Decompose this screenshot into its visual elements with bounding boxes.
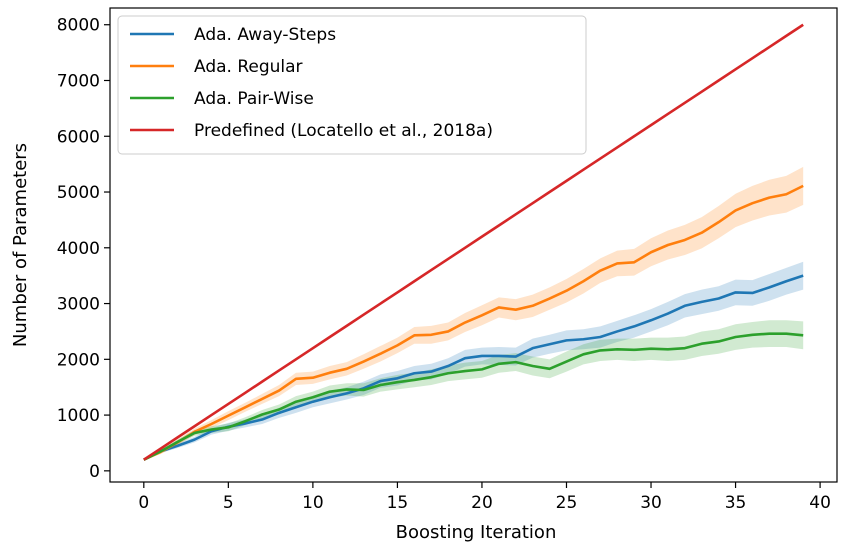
- x-tick-label: 30: [640, 493, 662, 513]
- series-band-0: [143, 261, 804, 460]
- series-line-1: [143, 184, 804, 461]
- legend-label-3: Predefined (Locatello et al., 2018a): [194, 121, 493, 141]
- y-tick-label: 5000: [57, 183, 100, 203]
- y-axis-label: Number of Parameters: [10, 143, 31, 347]
- x-tick-label: 10: [302, 493, 324, 513]
- legend-box: [117, 15, 587, 155]
- x-tick-label: 15: [387, 493, 409, 513]
- x-tick-label: 0: [138, 493, 149, 513]
- x-tick-label: 5: [223, 493, 234, 513]
- legend-label-1: Ada. Regular: [194, 57, 303, 77]
- x-tick-label: 25: [556, 493, 578, 513]
- y-tick-label: 7000: [57, 71, 100, 91]
- y-tick-label: 4000: [57, 239, 100, 259]
- x-tick-label: 35: [725, 493, 747, 513]
- plot-frame: [109, 7, 838, 483]
- x-tick-label: 20: [471, 493, 493, 513]
- x-axis-label: Boosting Iteration: [396, 522, 557, 543]
- series-line-3: [143, 23, 804, 461]
- series-lines: [143, 23, 804, 461]
- series-band-1: [143, 166, 804, 460]
- series-line-2: [143, 332, 804, 461]
- confidence-bands: [143, 166, 804, 460]
- y-axis-ticks: 0 1000 2000 3000 4000 5000 6000 7000 8000: [57, 16, 110, 482]
- y-tick-label: 3000: [57, 295, 100, 315]
- y-tick-label: 0: [89, 462, 100, 482]
- y-tick-label: 2000: [57, 350, 100, 370]
- legend: Ada. Away-Steps Ada. Regular Ada. Pair-Wis…: [117, 15, 587, 155]
- y-tick-label: 6000: [57, 127, 100, 147]
- legend-label-0: Ada. Away-Steps: [194, 25, 336, 45]
- y-tick-label: 8000: [57, 16, 100, 36]
- series-line-0: [143, 274, 804, 461]
- series-band-2: [143, 320, 804, 460]
- legend-label-2: Ada. Pair-Wise: [194, 89, 314, 109]
- y-tick-label: 1000: [57, 406, 100, 426]
- x-tick-label: 40: [809, 493, 831, 513]
- x-axis-ticks: 0 5 10 15 20 25 30 35 40: [138, 482, 831, 513]
